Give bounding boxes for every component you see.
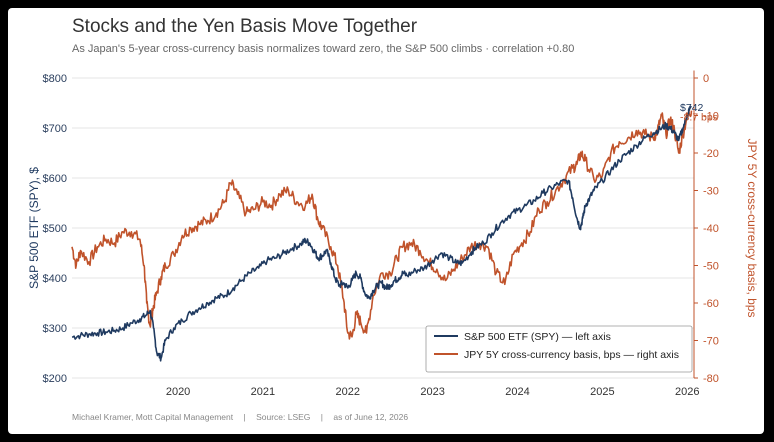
series-line-spy	[71, 105, 692, 362]
x-tick-label: 2022	[336, 386, 360, 398]
basis-end-label: -8.7 bps	[680, 112, 718, 124]
legend-box	[425, 325, 693, 373]
dual-axis-line-chart: $200 $300 $400 $500 $600 $700 $800 0 -10 -20 -30 -4…	[27, 70, 759, 398]
y-right-tick-label: -20	[703, 148, 719, 160]
y-right-axis-title: JPY 5Y cross-currency basis, bps	[745, 139, 759, 318]
x-tick-label: 2024	[505, 386, 529, 398]
footer-separator: |	[320, 412, 324, 422]
y-left-tick-label: $200	[43, 373, 67, 385]
y-left-tick-label: $400	[43, 273, 67, 285]
y-left-tick-label: $600	[43, 173, 67, 185]
chart-card: Stocks and the Yen Basis Move Together A…	[8, 8, 764, 434]
x-tick-label: 2023	[420, 386, 444, 398]
y-left-tick-label: $500	[43, 223, 67, 235]
chart-subtitle: As Japan's 5-year cross-currency basis n…	[72, 43, 575, 55]
y-left-axis-title: S&P 500 ETF (SPY), $	[27, 167, 41, 289]
source-note: Source: LSEG	[256, 412, 311, 422]
y-left-tick-label: $300	[43, 323, 67, 335]
as-of-date: as of June 12, 2026	[333, 412, 409, 422]
legend-entry-label: JPY 5Y cross-currency basis, bps — right…	[464, 349, 679, 361]
x-tick-label: 2026	[675, 386, 699, 398]
x-tick-label: 2025	[590, 386, 614, 398]
series-line-jpy-basis	[71, 109, 693, 340]
y-right-tick-label: -30	[703, 186, 719, 198]
y-right-tick-label: -80	[703, 373, 719, 385]
y-left-tick-label: $800	[43, 73, 67, 85]
x-tick-label: 2020	[166, 386, 190, 398]
footer-separator: |	[243, 412, 246, 422]
author-credit: Michael Kramer, Mott Capital Management	[72, 412, 234, 422]
y-right-tick-label: -70	[703, 336, 719, 348]
y-left-tick-label: $700	[43, 123, 67, 135]
y-right-tick-label: -50	[703, 261, 719, 273]
chart-footer: Michael Kramer, Mott Capital Management …	[72, 412, 408, 422]
x-tick-label: 2021	[251, 386, 275, 398]
y-right-tick-label: 0	[703, 73, 709, 85]
y-right-tick-label: -60	[703, 298, 719, 310]
spy-end-label: $742	[680, 102, 704, 114]
chart-legend: S&P 500 ETF (SPY) — left axis JPY 5Y cros…	[425, 325, 693, 373]
y-right-tick-label: -40	[703, 223, 719, 235]
legend-entry-label: S&P 500 ETF (SPY) — left axis	[464, 331, 611, 343]
chart-title: Stocks and the Yen Basis Move Together	[72, 16, 418, 37]
y-right-tick-label: -10	[703, 111, 719, 123]
